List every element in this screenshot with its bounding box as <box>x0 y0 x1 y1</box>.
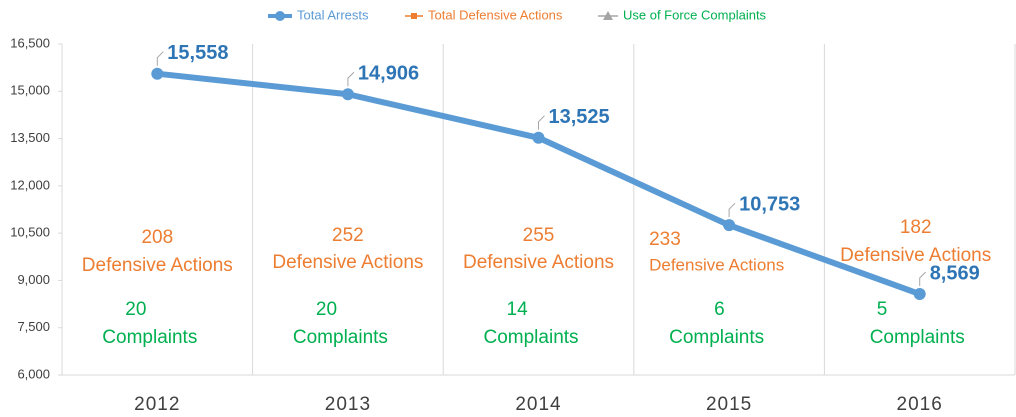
y-tick-label: 9,000 <box>17 272 50 287</box>
arrests-value-label: 8,569 <box>930 262 980 284</box>
complaints-label: Complaints <box>870 327 965 348</box>
defensive-actions-label: Defensive Actions <box>82 255 233 276</box>
complaints-value: 5 <box>877 299 888 320</box>
label-leader <box>728 202 736 218</box>
defensive-actions-label: Defensive Actions <box>649 255 784 274</box>
complaints-label: Complaints <box>293 327 388 348</box>
arrests-value-label: 13,525 <box>549 106 610 128</box>
complaints-label: Complaints <box>484 327 579 348</box>
label-leader <box>538 115 545 130</box>
legend-marker <box>603 11 613 20</box>
defensive-actions-value: 208 <box>141 227 173 248</box>
y-tick-label: 15,000 <box>10 83 50 98</box>
defensive-actions-value: 182 <box>900 217 932 238</box>
complaints-value: 20 <box>125 299 146 320</box>
y-tick-label: 6,000 <box>17 366 50 381</box>
arrests-value-label: 15,558 <box>167 42 228 64</box>
x-tick-label: 2013 <box>325 394 371 415</box>
y-tick-label: 10,500 <box>10 225 50 240</box>
y-tick-label: 16,500 <box>10 35 50 50</box>
defensive-actions-label: Defensive Actions <box>840 245 991 266</box>
x-tick-label: 2014 <box>515 394 561 415</box>
legend-label: Use of Force Complaints <box>623 7 767 22</box>
arrests-point <box>913 288 926 301</box>
complaints-label: Complaints <box>669 327 764 348</box>
defensive-actions-value: 233 <box>649 229 681 250</box>
defensive-actions-label: Defensive Actions <box>272 252 423 273</box>
defensive-actions-label: Defensive Actions <box>463 252 614 273</box>
complaints-value: 20 <box>316 299 337 320</box>
legend-marker <box>411 13 417 19</box>
label-leader <box>156 51 164 66</box>
x-tick-label: 2015 <box>706 394 752 415</box>
label-leader <box>347 71 355 87</box>
x-tick-label: 2016 <box>897 394 943 415</box>
arrests-point <box>723 219 736 232</box>
complaints-value: 6 <box>714 299 725 320</box>
arrests-point <box>532 131 545 144</box>
arrests-value-label: 14,906 <box>358 63 419 85</box>
defensive-actions-value: 252 <box>332 225 364 246</box>
arrests-value-label: 10,753 <box>739 193 800 215</box>
arrests-point <box>151 67 164 80</box>
defensive-actions-value: 255 <box>523 225 555 246</box>
complaints-label: Complaints <box>102 327 197 348</box>
y-tick-label: 13,500 <box>10 130 50 145</box>
y-tick-label: 12,000 <box>10 177 50 192</box>
arrests-point <box>341 88 354 101</box>
legend-label: Total Defensive Actions <box>428 7 563 22</box>
y-tick-label: 7,500 <box>17 319 50 334</box>
complaints-value: 14 <box>507 299 529 320</box>
label-leader <box>919 271 927 287</box>
legend-marker <box>275 11 285 21</box>
legend-label: Total Arrests <box>297 7 369 22</box>
x-tick-label: 2012 <box>134 394 180 415</box>
